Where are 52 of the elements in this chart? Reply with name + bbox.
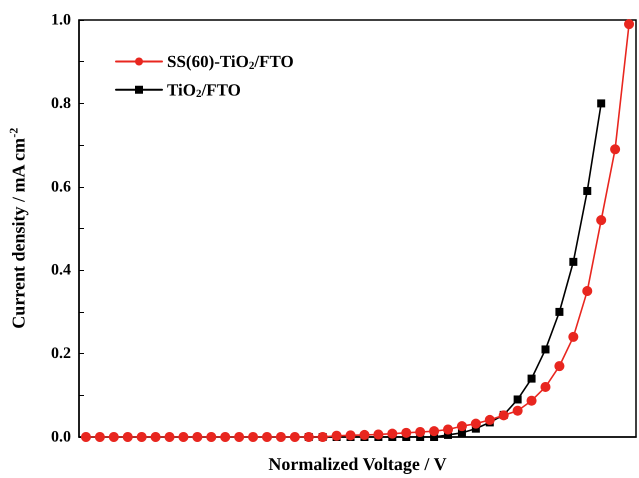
- point: [514, 395, 522, 404]
- point: [234, 432, 244, 442]
- point: [122, 432, 133, 442]
- point: [178, 432, 188, 442]
- point: [262, 432, 272, 442]
- y-tick-label: 1.0: [51, 12, 71, 28]
- point: [470, 418, 481, 429]
- point: [401, 428, 412, 438]
- point: [429, 426, 440, 436]
- point: [387, 428, 398, 439]
- point: [456, 421, 467, 432]
- point: [597, 99, 606, 108]
- point: [596, 215, 606, 226]
- point: [248, 432, 258, 442]
- y-tick-label: 0.4: [51, 262, 71, 279]
- y-tick-label: 0.2: [51, 345, 71, 362]
- y-tick-label: 0.0: [51, 428, 71, 446]
- point: [164, 432, 175, 442]
- point: [220, 432, 230, 442]
- point: [610, 144, 620, 154]
- point: [108, 432, 119, 442]
- point: [540, 382, 550, 392]
- point: [415, 427, 426, 437]
- point: [150, 432, 161, 442]
- point: [443, 424, 454, 434]
- point: [346, 430, 356, 440]
- point: [206, 432, 216, 442]
- point: [583, 186, 592, 195]
- point: [94, 432, 105, 442]
- point: [569, 258, 578, 266]
- point: [624, 19, 634, 30]
- point: [568, 332, 578, 342]
- point: [582, 286, 592, 296]
- point: [276, 432, 286, 442]
- point: [332, 430, 342, 441]
- point: [359, 430, 370, 440]
- point: [373, 430, 384, 440]
- y-axis-title: Current density / mA cm-2: [8, 128, 28, 329]
- point: [136, 432, 147, 442]
- y-tick-label: 0.8: [51, 94, 71, 112]
- point: [192, 432, 202, 442]
- point: [80, 432, 91, 442]
- point: [526, 396, 537, 406]
- point: [555, 308, 564, 316]
- point: [528, 374, 536, 383]
- point: [290, 432, 300, 442]
- point: [554, 361, 564, 372]
- point: [484, 414, 495, 425]
- x-axis-title: Normalized Voltage / V: [268, 454, 447, 474]
- y-tick-label: 0.6: [51, 178, 71, 196]
- point: [512, 406, 523, 416]
- point: [541, 345, 550, 354]
